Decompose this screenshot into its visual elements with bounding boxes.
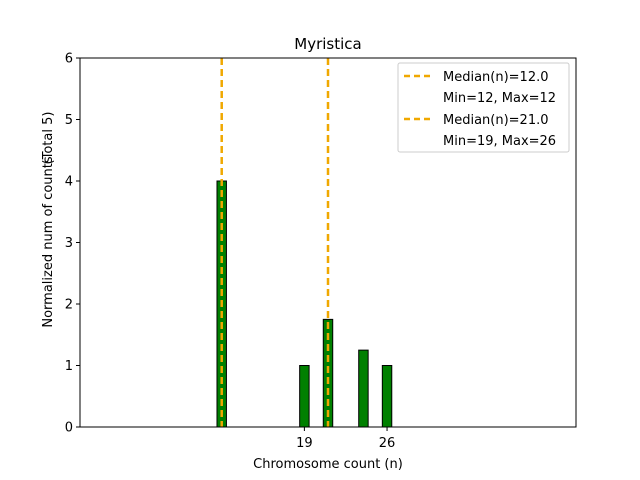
y-tick-label: 5: [65, 113, 73, 128]
y-tick-label: 4: [65, 175, 73, 190]
y-tick-label: 2: [65, 298, 73, 313]
x-axis-ticks: 19 26: [296, 427, 395, 451]
x-tick-label: 26: [379, 436, 396, 451]
legend-entry-median-2: Median(n)=21.0: [443, 113, 549, 128]
median-lines: [220, 58, 330, 427]
legend-entry-median-1: Median(n)=12.0: [443, 70, 549, 85]
y-tick-label: 0: [65, 421, 73, 436]
x-tick-label: 19: [296, 436, 313, 451]
y-axis-ticks: 0 1 2 3 4 5 6: [65, 52, 80, 436]
legend-entry-range-2: Min=19, Max=26: [443, 134, 556, 149]
bar-3: [358, 349, 369, 428]
y-tick-label: 6: [65, 52, 73, 67]
bar-1: [299, 365, 310, 428]
legend: Median(n)=12.0 Min=12, Max=12 Median(n)=…: [397, 62, 570, 153]
legend-entry-range-1: Min=12, Max=12: [443, 91, 556, 106]
x-axis-label: Chromosome count (n): [253, 457, 403, 472]
y-tick-label: 1: [65, 359, 73, 374]
y-axis-label: Normalized num of counts: [41, 156, 56, 327]
y-tick-label: 3: [65, 236, 73, 251]
bars: [216, 180, 393, 428]
chart-title: Myristica: [294, 35, 361, 53]
legend-frame: [397, 62, 570, 153]
bar-4: [381, 365, 393, 428]
y-axis-label-note: (Total 5): [41, 112, 56, 165]
